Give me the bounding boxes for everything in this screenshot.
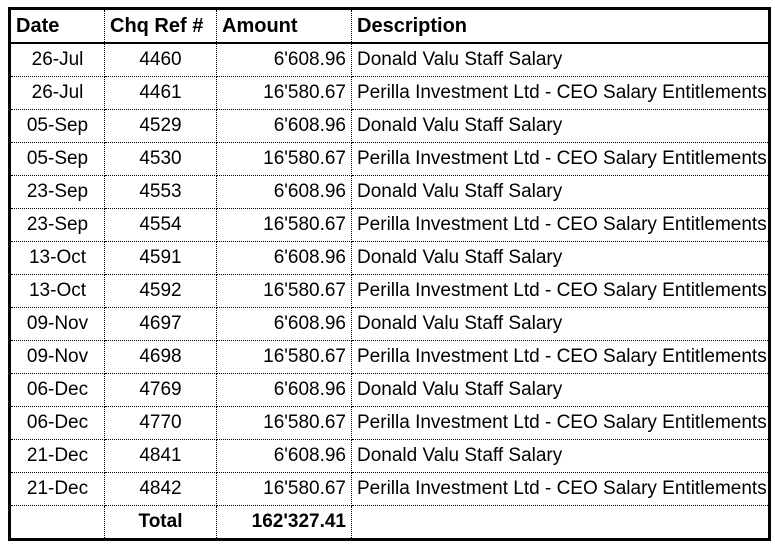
date-cell: 06-Dec <box>9 406 105 440</box>
description-cell: Perilla Investment Ltd - CEO Salary Enti… <box>351 340 770 374</box>
table-body: 26-Jul 4460 6'608.96 Donald Valu Staff S… <box>9 42 770 506</box>
amount-cell: 16'580.67 <box>216 76 352 110</box>
total-empty-description-cell <box>351 505 770 540</box>
date-cell: 13-Oct <box>9 274 105 308</box>
table-row: 05-Sep 4530 16'580.67 Perilla Investment… <box>9 142 770 176</box>
date-cell: 05-Sep <box>9 109 105 143</box>
total-label-cell: Total <box>104 505 217 540</box>
amount-cell: 6'608.96 <box>216 109 352 143</box>
chq-ref-cell: 4592 <box>104 274 217 308</box>
description-cell: Donald Valu Staff Salary <box>351 373 770 407</box>
amount-cell: 6'608.96 <box>216 175 352 209</box>
amount-cell: 16'580.67 <box>216 274 352 308</box>
date-cell: 05-Sep <box>9 142 105 176</box>
total-empty-date-cell <box>9 505 105 540</box>
table-row: 05-Sep 4529 6'608.96 Donald Valu Staff S… <box>9 109 770 143</box>
amount-cell: 16'580.67 <box>216 472 352 506</box>
description-cell: Perilla Investment Ltd - CEO Salary Enti… <box>351 76 770 110</box>
table-row: 13-Oct 4591 6'608.96 Donald Valu Staff S… <box>9 241 770 275</box>
description-cell: Donald Valu Staff Salary <box>351 439 770 473</box>
chq-ref-cell: 4553 <box>104 175 217 209</box>
chq-ref-cell: 4842 <box>104 472 217 506</box>
date-cell: 23-Sep <box>9 208 105 242</box>
chq-ref-cell: 4529 <box>104 109 217 143</box>
header-description: Description <box>351 8 770 44</box>
date-cell: 06-Dec <box>9 373 105 407</box>
table-row: 23-Sep 4554 16'580.67 Perilla Investment… <box>9 208 770 242</box>
chq-ref-cell: 4591 <box>104 241 217 275</box>
date-cell: 26-Jul <box>9 76 105 110</box>
table-row: 26-Jul 4460 6'608.96 Donald Valu Staff S… <box>9 42 770 77</box>
description-cell: Donald Valu Staff Salary <box>351 175 770 209</box>
total-amount-cell: 162'327.41 <box>216 505 352 540</box>
table-row: 09-Nov 4697 6'608.96 Donald Valu Staff S… <box>9 307 770 341</box>
amount-cell: 6'608.96 <box>216 373 352 407</box>
amount-cell: 16'580.67 <box>216 406 352 440</box>
description-cell: Donald Valu Staff Salary <box>351 241 770 275</box>
description-cell: Perilla Investment Ltd - CEO Salary Enti… <box>351 274 770 308</box>
date-cell: 26-Jul <box>9 42 105 77</box>
header-date: Date <box>9 8 105 44</box>
table-row: 23-Sep 4553 6'608.96 Donald Valu Staff S… <box>9 175 770 209</box>
amount-cell: 6'608.96 <box>216 241 352 275</box>
chq-ref-cell: 4769 <box>104 373 217 407</box>
amount-cell: 16'580.67 <box>216 142 352 176</box>
table-row: 06-Dec 4770 16'580.67 Perilla Investment… <box>9 406 770 440</box>
chq-ref-cell: 4841 <box>104 439 217 473</box>
amount-cell: 6'608.96 <box>216 42 352 77</box>
table-row: 21-Dec 4842 16'580.67 Perilla Investment… <box>9 472 770 506</box>
amount-cell: 16'580.67 <box>216 340 352 374</box>
chq-ref-cell: 4461 <box>104 76 217 110</box>
date-cell: 21-Dec <box>9 472 105 506</box>
amount-cell: 6'608.96 <box>216 439 352 473</box>
description-cell: Donald Valu Staff Salary <box>351 307 770 341</box>
chq-ref-cell: 4460 <box>104 42 217 77</box>
chq-ref-cell: 4698 <box>104 340 217 374</box>
date-cell: 23-Sep <box>9 175 105 209</box>
total-row: Total 162'327.41 <box>9 505 770 540</box>
amount-cell: 16'580.67 <box>216 208 352 242</box>
table-row: 06-Dec 4769 6'608.96 Donald Valu Staff S… <box>9 373 770 407</box>
chq-ref-cell: 4697 <box>104 307 217 341</box>
table-row: 13-Oct 4592 16'580.67 Perilla Investment… <box>9 274 770 308</box>
header-chq-ref: Chq Ref # <box>104 8 217 44</box>
chq-ref-cell: 4770 <box>104 406 217 440</box>
table-row: 26-Jul 4461 16'580.67 Perilla Investment… <box>9 76 770 110</box>
chq-ref-cell: 4554 <box>104 208 217 242</box>
date-cell: 13-Oct <box>9 241 105 275</box>
header-amount: Amount <box>216 8 352 44</box>
date-cell: 21-Dec <box>9 439 105 473</box>
description-cell: Perilla Investment Ltd - CEO Salary Enti… <box>351 142 770 176</box>
description-cell: Perilla Investment Ltd - CEO Salary Enti… <box>351 472 770 506</box>
transactions-table: Date Chq Ref # Amount Description 26-Jul… <box>8 7 771 541</box>
table-row: 09-Nov 4698 16'580.67 Perilla Investment… <box>9 340 770 374</box>
description-cell: Perilla Investment Ltd - CEO Salary Enti… <box>351 406 770 440</box>
amount-cell: 6'608.96 <box>216 307 352 341</box>
date-cell: 09-Nov <box>9 307 105 341</box>
table-row: 21-Dec 4841 6'608.96 Donald Valu Staff S… <box>9 439 770 473</box>
date-cell: 09-Nov <box>9 340 105 374</box>
header-row: Date Chq Ref # Amount Description <box>9 8 770 44</box>
description-cell: Donald Valu Staff Salary <box>351 109 770 143</box>
chq-ref-cell: 4530 <box>104 142 217 176</box>
description-cell: Donald Valu Staff Salary <box>351 42 770 77</box>
description-cell: Perilla Investment Ltd - CEO Salary Enti… <box>351 208 770 242</box>
